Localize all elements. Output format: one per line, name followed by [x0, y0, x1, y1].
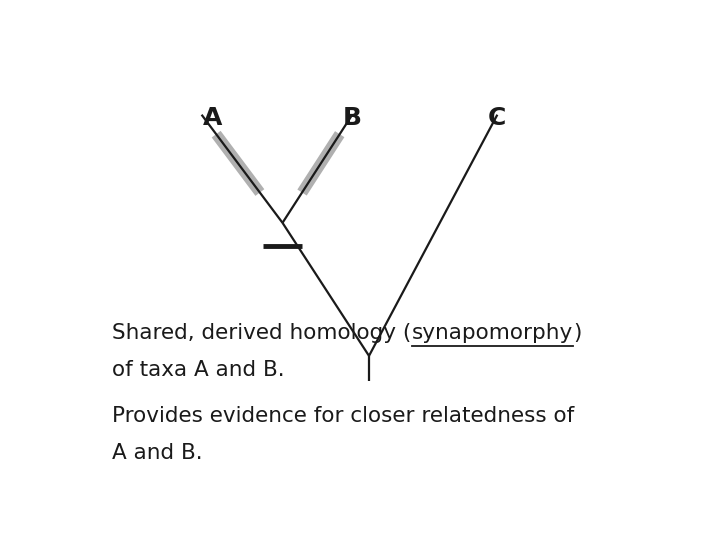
Text: A: A [203, 106, 222, 130]
Text: C: C [488, 106, 507, 130]
Text: A and B.: A and B. [112, 443, 203, 463]
Text: B: B [343, 106, 361, 130]
Text: synapomorphy: synapomorphy [412, 322, 573, 342]
Text: Provides evidence for closer relatedness of: Provides evidence for closer relatedness… [112, 406, 575, 426]
Text: Shared, derived homology (: Shared, derived homology ( [112, 322, 412, 342]
Text: ): ) [573, 322, 581, 342]
Text: of taxa A and B.: of taxa A and B. [112, 360, 285, 380]
